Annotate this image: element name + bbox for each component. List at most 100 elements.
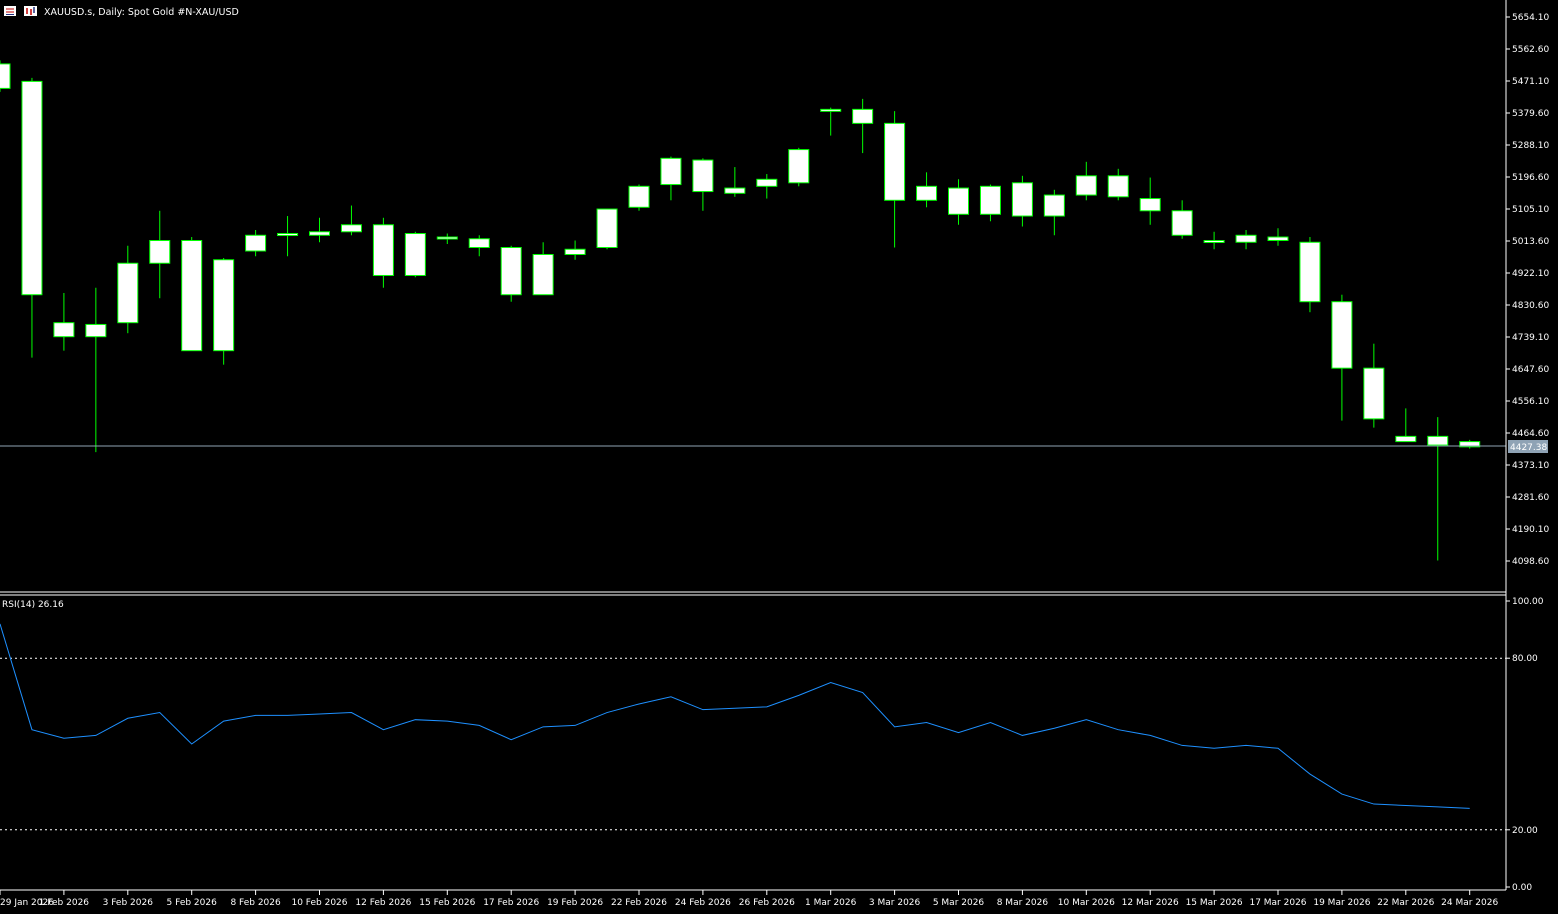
price-tick-label: 5562.60 [1512,45,1549,55]
time-tick-label: 5 Mar 2026 [933,898,985,908]
candle [1075,161,1097,201]
rsi-tick-label: 0.00 [1512,883,1532,893]
rsi-axis[interactable]: 100.00 80.00 20.00 0.00 [1506,597,1544,893]
candle [1331,294,1353,421]
candle-body [852,108,874,124]
candle [404,231,426,278]
candle-body [1011,182,1033,217]
candle [340,205,362,236]
time-tick-label: 22 Mar 2026 [1377,898,1434,908]
candle-body [979,185,1001,215]
candle-body [1043,194,1065,217]
price-tick-label: 4830.60 [1512,301,1549,311]
rsi-line [0,623,1470,809]
candle-body [436,236,458,240]
candle-body [1299,241,1321,303]
price-tick-label: 5288.10 [1512,141,1549,151]
candle [1011,175,1033,227]
candle-body [500,247,522,296]
price-panel[interactable] [0,60,1506,561]
chart-header: XAUUSD.s, Daily: Spot Gold #N-XAU/USD RS… [2,6,239,610]
menu-icon[interactable] [4,6,16,16]
current-price-tag: 4427.38 [1508,440,1548,453]
chart-type-icon[interactable] [24,6,37,16]
time-tick-label: 24 Feb 2026 [675,898,731,908]
candle [1043,189,1065,236]
price-tick-label: 4464.60 [1512,429,1549,439]
candle-body [1171,210,1193,236]
candle [532,242,554,296]
candle [788,147,810,187]
time-tick-label: 17 Mar 2026 [1249,898,1306,908]
candle-body [85,323,107,338]
price-tick-label: 4098.60 [1512,557,1549,567]
price-tick-label: 5105.10 [1512,205,1549,215]
candle [756,174,778,199]
time-tick-label: 22 Feb 2026 [611,898,667,908]
candle-body [596,208,618,249]
rsi-panel[interactable] [0,623,1506,831]
price-tick-label: 5379.60 [1512,109,1549,119]
time-tick-label: 10 Mar 2026 [1058,898,1115,908]
candle-body [1331,301,1353,369]
candle [436,233,458,245]
candle-body [532,253,554,296]
candle-body [1139,198,1161,212]
candle-body [756,178,778,187]
price-axis[interactable]: 5654.10 5562.60 5471.10 5379.60 5288.10 5196.… [1506,13,1549,567]
candle [564,240,586,260]
candle-body [1363,367,1385,420]
candle-body [1235,234,1257,243]
candle [1363,343,1385,428]
time-tick-label: 3 Mar 2026 [869,898,921,908]
candle [979,184,1001,222]
candle-body [149,240,171,264]
price-tick-label: 5471.10 [1512,77,1549,87]
chart-title: XAUUSD.s, Daily: Spot Gold #N-XAU/USD [44,7,239,18]
candle [660,156,682,201]
time-tick-label: 19 Mar 2026 [1313,898,1370,908]
candle-body [277,233,299,237]
candle [277,216,299,257]
candle-body [1075,175,1097,196]
time-tick-label: 15 Feb 2026 [419,898,475,908]
candle [852,98,874,154]
candle-body [1267,236,1289,242]
price-tick-label: 5654.10 [1512,13,1549,23]
candle [21,77,43,358]
price-tick-label: 4190.10 [1512,525,1549,535]
candle-body [340,224,362,233]
candle [820,107,842,136]
candle [724,167,746,197]
candle [85,287,107,453]
candle-series [0,60,1481,561]
time-tick-label: 8 Feb 2026 [230,898,281,908]
candle-body [1395,435,1417,443]
time-tick-label: 1 Mar 2026 [805,898,857,908]
candle-body [628,185,650,208]
rsi-tick-label: 20.00 [1512,826,1538,836]
candle [1171,200,1193,239]
candle [1299,237,1321,313]
rsi-indicator-label: RSI(14) 26.16 [2,600,64,610]
candle-body [1459,441,1481,448]
candle-body [0,63,11,89]
price-tick-label: 5196.60 [1512,173,1549,183]
price-tick-label: 4556.10 [1512,397,1549,407]
candle [149,210,171,299]
candle [1427,417,1449,561]
candle-body [245,234,267,252]
time-tick-label: 17 Feb 2026 [483,898,539,908]
candle-body [213,259,235,352]
candle [468,235,490,257]
candle-body [916,185,938,201]
candle-body [788,149,810,184]
time-tick-label: 12 Mar 2026 [1122,898,1179,908]
candle [1203,231,1225,250]
candle-body [884,122,906,201]
candle [0,60,11,92]
time-tick-label: 19 Feb 2026 [547,898,603,908]
rsi-tick-label: 100.00 [1512,597,1544,607]
